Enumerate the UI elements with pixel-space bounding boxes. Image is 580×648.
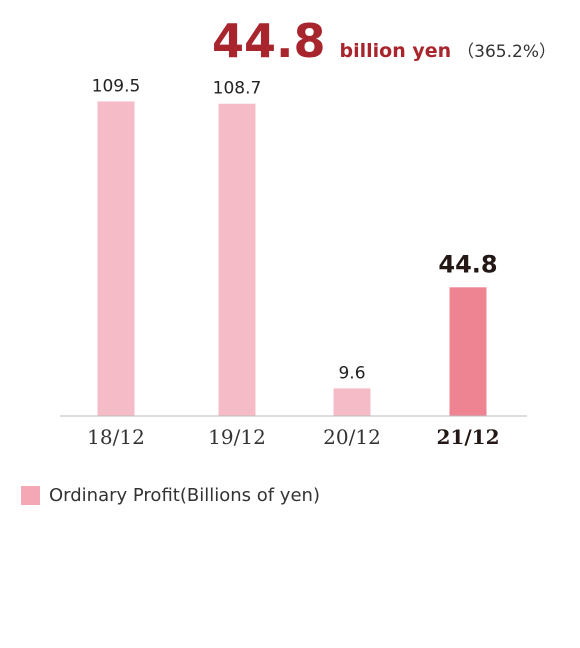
value-label-21-12: 44.8	[438, 250, 497, 278]
legend-label: Ordinary Profit(Billions of yen)	[49, 485, 320, 506]
headline: 44.8 billion yen （365.2%）	[212, 14, 556, 68]
ordinary-profit-chart: 44.8 billion yen （365.2%） 109.5 18/12 108.…	[60, 14, 556, 449]
bar-21-12	[449, 287, 487, 416]
bar-20-12	[333, 388, 371, 416]
category-label-18-12: 18/12	[87, 425, 145, 449]
category-label-21-12: 21/12	[437, 425, 500, 449]
bar-18-12	[97, 101, 135, 416]
headline-change: （365.2%）	[457, 42, 556, 62]
value-label-19-12: 108.7	[213, 79, 262, 99]
bar-19-12	[218, 103, 256, 416]
category-label-20-12: 20/12	[323, 425, 381, 449]
headline-unit: billion yen	[340, 40, 452, 62]
legend-swatch	[21, 486, 40, 505]
value-label-18-12: 109.5	[92, 76, 141, 96]
legend: Ordinary Profit(Billions of yen)	[21, 485, 320, 506]
headline-value: 44.8	[212, 14, 326, 68]
bars-group: 109.5 18/12 108.7 19/12 9.6 20/12 44.8 21/12	[87, 76, 499, 449]
category-label-19-12: 19/12	[208, 425, 266, 449]
value-label-20-12: 9.6	[338, 363, 365, 383]
